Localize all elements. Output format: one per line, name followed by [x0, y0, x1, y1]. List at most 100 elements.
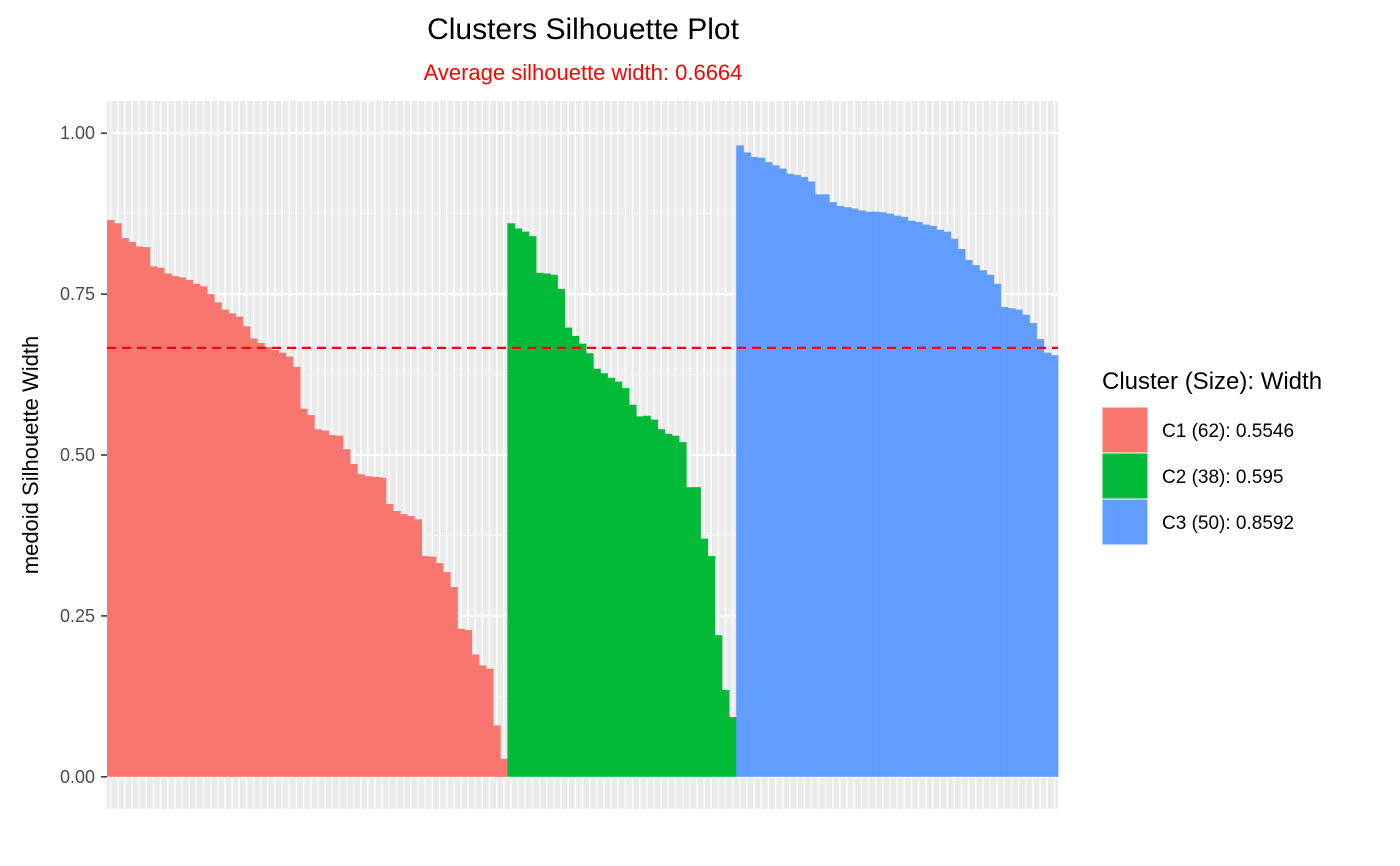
silhouette-bar-c3-6 [771, 165, 780, 777]
silhouette-bar-c2-1 [507, 223, 515, 777]
silhouette-bar-c3-11 [807, 181, 816, 777]
silhouette-bar-c3-42 [1029, 323, 1037, 777]
legend-key-c2 [1101, 452, 1149, 500]
silhouette-bar-c1-13 [192, 283, 201, 777]
silhouette-bar-c1-16 [214, 302, 222, 777]
silhouette-bar-c1-56 [500, 758, 508, 777]
y-axis: 0.00 0.25 0.50 0.75 1.00 [60, 123, 107, 787]
silhouette-bar-c3-3 [750, 156, 759, 777]
silhouette-bar-c1-5 [135, 246, 144, 777]
silhouette-bar-c3-39 [1007, 308, 1016, 777]
silhouette-bar-c3-27 [922, 224, 930, 777]
silhouette-bar-c3-18 [857, 210, 866, 777]
silhouette-bar-c3-22 [886, 213, 894, 777]
silhouette-bar-c1-39 [378, 477, 387, 777]
silhouette-bar-c2-23 [664, 433, 673, 777]
silhouette-bar-c3-36 [986, 274, 995, 777]
silhouette-bar-c2-30 [714, 635, 723, 777]
silhouette-bar-c3-15 [836, 205, 844, 777]
silhouette-bar-c1-32 [328, 435, 337, 777]
silhouette-bar-c1-44 [414, 519, 423, 777]
silhouette-bar-c3-12 [814, 194, 823, 777]
silhouette-bar-c1-42 [400, 514, 408, 777]
silhouette-bar-c1-46 [428, 556, 437, 777]
legend-label-c1: C1 (62): 0.5546 [1162, 421, 1294, 442]
silhouette-bar-c1-33 [335, 435, 344, 777]
y-axis-label: medoid Silhouette Width [18, 336, 43, 574]
chart-title: Clusters Silhouette Plot [427, 13, 739, 46]
silhouette-bar-c2-14 [600, 373, 608, 777]
silhouette-bar-c1-14 [199, 286, 208, 777]
y-tick-label: 0.75 [60, 284, 95, 304]
silhouette-bar-c2-13 [593, 368, 601, 777]
silhouette-bar-c2-19 [636, 416, 644, 777]
silhouette-bar-c1-21 [250, 338, 258, 777]
silhouette-bar-c1-24 [271, 350, 280, 777]
silhouette-bar-c1-22 [257, 343, 265, 777]
silhouette-bar-c1-10 [171, 276, 179, 777]
silhouette-bar-c3-34 [972, 265, 980, 777]
silhouette-bar-c1-12 [185, 279, 194, 777]
silhouette-bar-c1-3 [121, 238, 129, 777]
silhouette-bar-c1-18 [228, 313, 237, 777]
silhouette-bar-c1-48 [443, 572, 451, 777]
silhouette-bar-c3-25 [907, 220, 916, 777]
silhouette-bar-c2-3 [521, 231, 530, 777]
silhouette-bar-c1-31 [321, 430, 330, 777]
silhouette-bar-c1-30 [314, 429, 322, 777]
silhouette-bar-c1-53 [478, 665, 487, 777]
silhouette-bar-c1-4 [128, 241, 137, 777]
silhouette-bar-c3-8 [786, 173, 794, 777]
silhouette-bar-c1-40 [385, 503, 394, 777]
silhouette-bar-c2-12 [586, 353, 594, 777]
silhouette-bar-c2-4 [528, 236, 537, 777]
silhouette-bar-c3-7 [779, 168, 787, 777]
silhouette-bar-c1-7 [149, 266, 158, 777]
silhouette-bar-c1-1 [107, 220, 115, 777]
silhouette-bar-c1-17 [221, 309, 229, 777]
silhouette-bar-c1-25 [278, 352, 287, 777]
silhouette-bar-c1-27 [292, 366, 301, 777]
silhouette-bar-c2-10 [571, 335, 580, 777]
silhouette-bar-c3-4 [757, 157, 766, 777]
silhouette-bar-c3-17 [850, 208, 859, 777]
silhouette-bar-c3-35 [979, 270, 987, 777]
silhouette-bar-c1-55 [493, 725, 501, 777]
silhouette-bar-c2-29 [707, 556, 716, 777]
silhouette-bar-c3-2 [743, 152, 751, 777]
silhouette-bar-c2-24 [671, 435, 680, 777]
silhouette-bar-c1-36 [357, 474, 365, 777]
silhouette-bar-c3-19 [864, 211, 873, 777]
legend-key-c3 [1101, 498, 1149, 546]
silhouette-bar-c3-23 [893, 215, 902, 777]
silhouette-bar-c3-38 [1000, 306, 1009, 777]
silhouette-bar-c3-9 [793, 175, 801, 777]
silhouette-bar-c1-6 [142, 247, 151, 777]
silhouette-bar-c2-7 [550, 274, 558, 777]
silhouette-bar-c1-51 [464, 630, 473, 777]
silhouette-bar-c1-9 [164, 273, 172, 777]
silhouette-bar-c3-24 [900, 216, 909, 777]
silhouette-bar-c3-40 [1015, 309, 1023, 777]
silhouette-bar-c2-8 [557, 288, 566, 777]
silhouette-bar-c1-15 [207, 294, 215, 777]
silhouette-bar-c2-25 [679, 442, 687, 777]
silhouette-bar-c1-34 [342, 449, 351, 777]
silhouette-bar-c3-5 [764, 162, 773, 777]
silhouette-bar-c3-28 [929, 225, 937, 777]
silhouette-bar-c1-38 [371, 476, 380, 777]
silhouette-bar-c2-16 [614, 381, 623, 777]
silhouette-bar-c2-2 [514, 228, 523, 777]
silhouette-bar-c1-49 [450, 586, 458, 777]
silhouette-bar-c1-37 [364, 476, 372, 777]
silhouette-bar-c2-6 [543, 273, 551, 777]
legend: Cluster (Size): Width C1 (62): 0.5546 C2 … [1101, 368, 1322, 546]
silhouette-bar-c1-41 [393, 510, 401, 777]
silhouette-bar-c3-13 [822, 194, 830, 777]
silhouette-bar-c1-19 [235, 316, 244, 777]
silhouette-bar-c3-32 [957, 249, 966, 777]
silhouette-bar-c3-31 [950, 238, 959, 777]
silhouette-bar-c1-23 [264, 346, 272, 777]
silhouette-bar-c3-41 [1022, 314, 1030, 777]
